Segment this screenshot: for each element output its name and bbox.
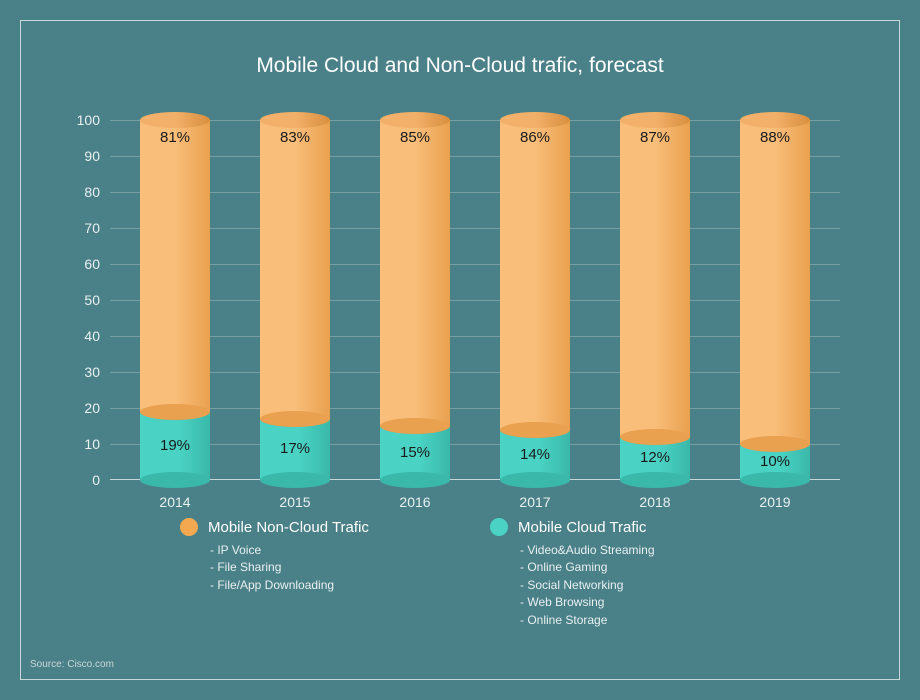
bar-2018: 87% 12% [620,120,690,480]
legend-swatch-cloud [490,518,508,536]
bar-segment-non-cloud [740,120,810,444]
gridline [110,120,840,121]
x-axis-line [110,479,840,480]
value-label-cloud: 14% [500,446,570,463]
bar-segment-non-cloud [140,120,210,412]
legend-item: - Video&Audio Streaming [520,542,655,559]
x-tick-label: 2015 [260,494,330,510]
legend-items-non-cloud: - IP Voice- File Sharing- File/App Downl… [210,542,369,594]
legend-item: - File/App Downloading [210,577,369,594]
y-tick-label: 0 [92,472,100,488]
legend-item: - File Sharing [210,559,369,576]
bar-2015: 83% 17% [260,120,330,480]
y-tick-label: 100 [77,112,100,128]
bar-2016: 85% 15% [380,120,450,480]
y-tick-label: 60 [84,256,100,272]
value-label-non-cloud: 83% [260,129,330,146]
bar-segment-non-cloud [380,120,450,426]
legend-header-cloud: Mobile Cloud Trafic [490,518,655,536]
y-tick-label: 40 [84,328,100,344]
value-label-cloud: 10% [740,453,810,470]
gridline [110,264,840,265]
bar-2019: 88% 10% [740,120,810,480]
gridline [110,156,840,157]
gridline [110,444,840,445]
legend-title-non-cloud: Mobile Non-Cloud Trafic [208,519,369,536]
chart-plot-area: 010203040506070809010081%19%201483%17%20… [110,120,840,480]
x-tick-label: 2017 [500,494,570,510]
legend-item: - Online Storage [520,612,655,629]
gridline [110,300,840,301]
value-label-non-cloud: 88% [740,129,810,146]
value-label-non-cloud: 86% [500,129,570,146]
y-tick-label: 10 [84,436,100,452]
legend-swatch-non-cloud [180,518,198,536]
legend-items-cloud: - Video&Audio Streaming- Online Gaming- … [520,542,655,629]
bar-2017: 86% 14% [500,120,570,480]
x-tick-label: 2016 [380,494,450,510]
gridline [110,228,840,229]
bar-segment-non-cloud [620,120,690,437]
legend-item: - Web Browsing [520,594,655,611]
legend-title-cloud: Mobile Cloud Trafic [518,519,646,536]
value-label-cloud: 17% [260,440,330,457]
y-tick-label: 30 [84,364,100,380]
value-label-non-cloud: 87% [620,129,690,146]
value-label-cloud: 19% [140,437,210,454]
y-tick-label: 70 [84,220,100,236]
x-tick-label: 2014 [140,494,210,510]
legend-item: - IP Voice [210,542,369,559]
gridline [110,192,840,193]
legend-header-non-cloud: Mobile Non-Cloud Trafic [180,518,369,536]
y-tick-label: 90 [84,148,100,164]
x-tick-label: 2019 [740,494,810,510]
value-label-cloud: 15% [380,444,450,461]
chart-title: Mobile Cloud and Non-Cloud trafic, forec… [0,54,920,78]
value-label-non-cloud: 81% [140,129,210,146]
value-label-cloud: 12% [620,449,690,466]
y-tick-label: 50 [84,292,100,308]
source-label: Source: Cisco.com [30,659,114,670]
legend-non-cloud: Mobile Non-Cloud Trafic - IP Voice- File… [180,518,369,594]
bar-segment-non-cloud [260,120,330,419]
gridline [110,372,840,373]
gridline [110,336,840,337]
value-label-non-cloud: 85% [380,129,450,146]
bar-segment-non-cloud [500,120,570,430]
legend-cloud: Mobile Cloud Trafic - Video&Audio Stream… [490,518,655,629]
y-tick-label: 20 [84,400,100,416]
x-tick-label: 2018 [620,494,690,510]
y-tick-label: 80 [84,184,100,200]
legend-item: - Online Gaming [520,559,655,576]
legend-item: - Social Networking [520,577,655,594]
gridline [110,408,840,409]
bar-2014: 81% 19% [140,120,210,480]
